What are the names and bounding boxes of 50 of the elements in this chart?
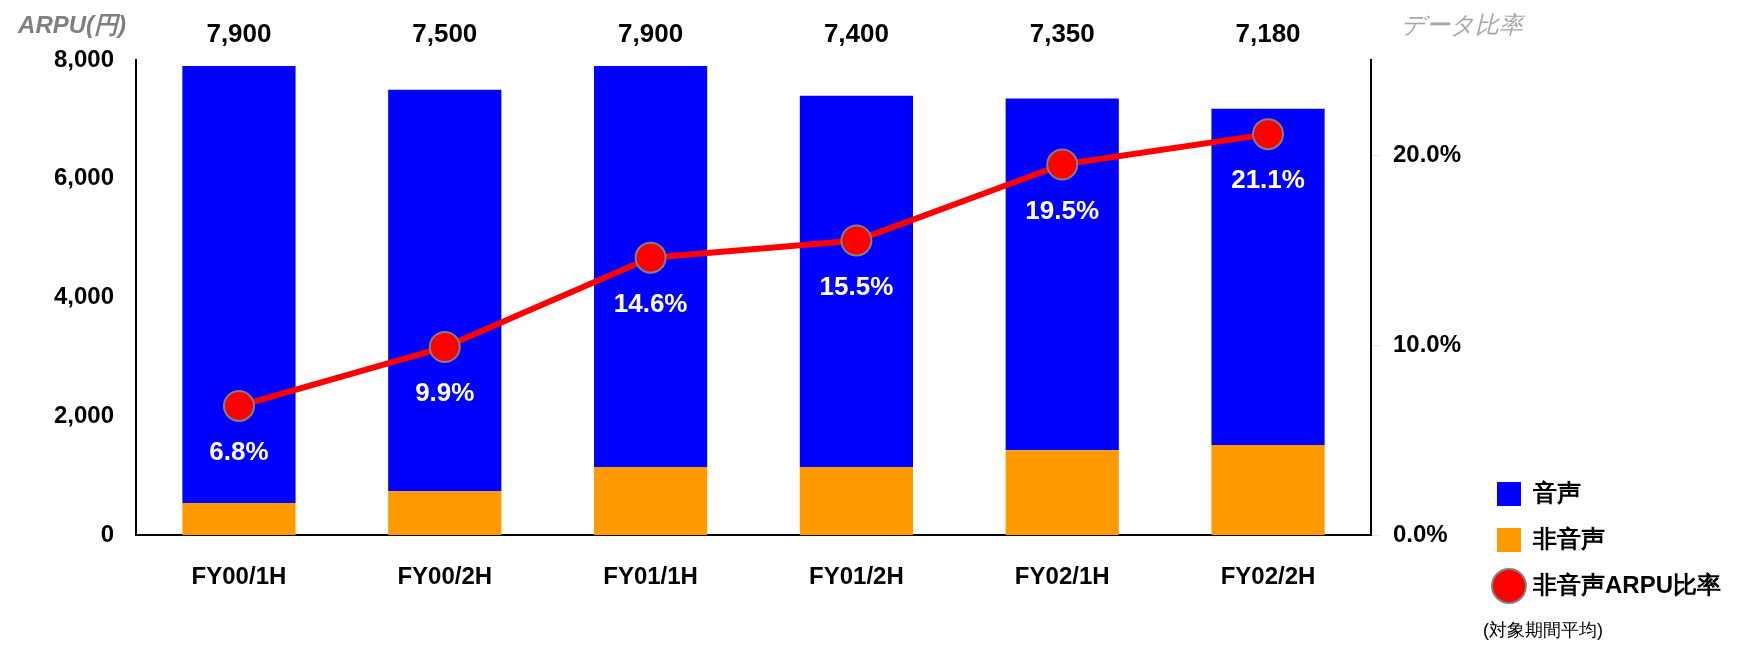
point — [1046, 148, 1079, 181]
total-label: 7,900 — [618, 18, 684, 49]
total-label: 7,180 — [1235, 18, 1301, 49]
data-label: 9.9% — [415, 377, 475, 408]
bar — [799, 95, 914, 467]
bar — [594, 466, 708, 536]
bar — [1005, 450, 1119, 536]
bar — [1211, 108, 1325, 445]
x-tick-label: FY00/1H — [191, 562, 287, 590]
x-tick-label: FY01/1H — [603, 562, 698, 590]
bar — [182, 65, 296, 504]
y-axis-title: ARPU(円) — [17, 10, 127, 38]
point — [634, 241, 667, 274]
total-label: 7,900 — [206, 18, 272, 49]
y-tick-label: 4,000 — [54, 282, 115, 310]
legend-label: 非音声 — [1532, 524, 1605, 552]
text: (対象期間平均) — [1483, 619, 1603, 640]
data-label: 6.8% — [209, 436, 269, 467]
data-label: 14.6% — [613, 287, 688, 318]
point — [428, 331, 461, 364]
total-label: 7,500 — [412, 18, 478, 49]
legend-label: 非音声ARPU比率 — [1532, 570, 1722, 598]
point — [840, 224, 873, 257]
y-tick-label: 2,000 — [54, 401, 115, 429]
total-label: 7,350 — [1029, 18, 1095, 49]
bar — [1005, 98, 1119, 451]
data-label: 21.1% — [1231, 164, 1305, 195]
x-tick-label: FY02/2H — [1220, 562, 1316, 590]
bar — [388, 89, 502, 492]
bar — [388, 491, 502, 536]
y-tick-label: 8,000 — [54, 44, 115, 72]
data-label: 15.5% — [819, 270, 894, 301]
y-tick-label: 6,000 — [54, 163, 115, 191]
y2-tick-label: 20.0% — [1392, 139, 1462, 167]
point — [1252, 118, 1285, 151]
y-tick-label: 0 — [100, 519, 115, 547]
y2-tick-label: 0.0% — [1392, 519, 1448, 547]
total-label: 7,400 — [823, 18, 889, 49]
point — [222, 389, 255, 422]
y2-axis-title: データ比率 — [1400, 10, 1526, 38]
bar — [799, 466, 914, 536]
x-tick-label: FY00/2H — [397, 562, 493, 590]
legend-label: 音声 — [1532, 478, 1581, 506]
y2-tick-label: 10.0% — [1392, 329, 1462, 357]
x-tick-label: FY01/2H — [809, 562, 904, 590]
x-tick-label: FY02/1H — [1014, 562, 1110, 590]
bar — [1211, 444, 1325, 536]
bar — [594, 65, 708, 467]
data-label: 19.5% — [1025, 194, 1100, 225]
bar — [182, 503, 296, 536]
